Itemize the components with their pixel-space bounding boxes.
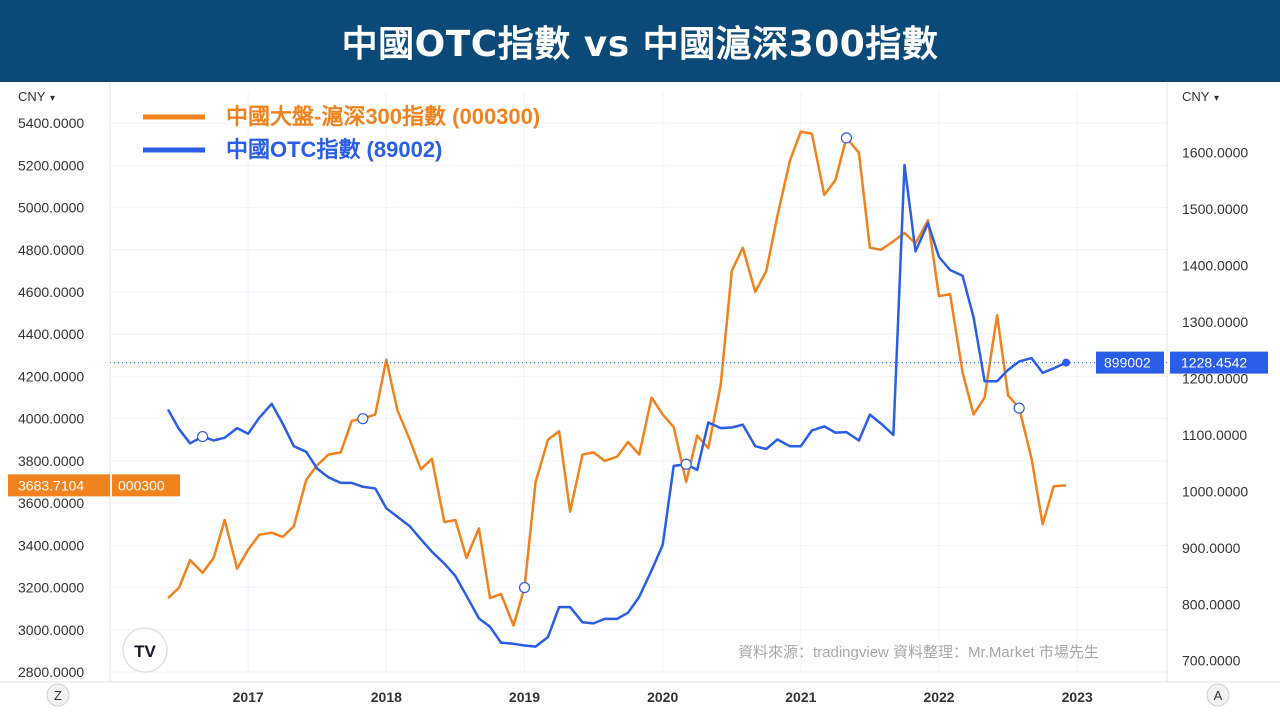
left-tick-label: 4600.0000 [18,284,84,300]
csi300-last-value-label: 3683.7104 [18,477,84,493]
series-layer [110,130,1167,648]
left-currency-selector[interactable]: CNY [18,89,46,104]
left-tick-label: 4800.0000 [18,242,84,258]
left-tick-label: 5200.0000 [18,157,84,173]
left-tick-label: 3000.0000 [18,622,84,638]
auto-scale-button[interactable] [1206,683,1230,707]
right-tick-label: 1600.0000 [1182,145,1248,161]
otc-symbol-label: 899002 [1104,355,1151,371]
event-marker [357,413,369,425]
left-tick-label: 3400.0000 [18,537,84,553]
otc-last-value-box [1170,351,1268,374]
right-tick-label: 900.0000 [1182,540,1241,556]
logo-circle-icon [122,627,168,673]
otc-last-point [1062,358,1071,367]
event-marker [680,458,692,470]
right-tick-label: 1500.0000 [1182,201,1248,217]
x-tick-label: 2022 [923,689,954,705]
event-marker [840,132,853,144]
page-title: 中國OTC指數 vs 中國滬深300指數 [341,24,939,65]
x-tick-label: 2021 [785,689,816,705]
chart-background [0,82,1280,720]
left-tick-label: 3600.0000 [18,495,84,511]
left-tick-label: 2800.0000 [18,664,84,680]
right-tick-label: 1200.0000 [1182,370,1248,386]
x-tick-label: 2018 [371,689,402,705]
left-tick-label: 4000.0000 [18,411,84,427]
chart-area[interactable]: 2800.0000 3000.0000 3200.0000 3400.0000 3600… [0,82,1280,720]
grid [110,92,1167,673]
axes: 2800.0000 3000.0000 3200.0000 3400.0000 3600… [0,82,1280,705]
source-note: 資料來源：tradingview 資料整理：Mr.Market 市場先生 [738,644,1099,661]
event-marker [1013,402,1025,414]
right-tick-label: 1400.0000 [1182,258,1248,274]
right-tick-label: 1300.0000 [1182,314,1248,330]
left-tick-label: 4200.0000 [18,368,84,384]
left-tick-label: 3200.0000 [18,580,84,596]
right-currency-chevron-icon[interactable]: ▾ [1214,93,1219,104]
x-tick-label: 2017 [233,689,264,705]
chart-svg[interactable]: 2800.0000 3000.0000 3200.0000 3400.0000 3600… [0,82,1280,720]
x-tick-label: 2020 [647,689,678,705]
x-tick-label: 2023 [1062,689,1093,705]
auto-scale-button-label[interactable]: A [1214,688,1223,703]
timezone-button-label[interactable]: Z [54,688,62,703]
otc-series-line [166,163,1067,648]
left-tick-label: 4400.0000 [18,326,84,342]
right-tick-label: 800.0000 [1182,596,1241,612]
csi300-symbol-label: 000300 [118,477,165,493]
right-tick-label: 1100.0000 [1182,427,1247,443]
event-marker [518,581,531,594]
csi300-symbol-box [112,474,180,497]
right-tick-label: 1000.0000 [1182,483,1248,499]
tradingview-logo[interactable]: TV [122,627,168,673]
left-tick-label: 5000.0000 [18,200,84,216]
legend-csi300-label: 中國大盤-滬深300指數 (000300) [226,104,540,129]
csi300-last-value-box [8,474,110,497]
right-currency-selector[interactable]: CNY [1182,89,1210,104]
right-tick-label: 700.0000 [1182,653,1241,669]
x-tick-label: 2019 [509,689,540,705]
left-currency-chevron-icon[interactable]: ▾ [50,93,55,104]
event-marker [196,430,209,443]
otc-last-value-label: 1228.4542 [1181,355,1247,371]
left-tick-label: 3800.0000 [18,453,84,469]
left-tick-label: 5400.0000 [18,115,84,131]
logo-text: TV [134,642,156,661]
timezone-button[interactable] [46,683,70,707]
title-bar: 中國OTC指數 vs 中國滬深300指數 [0,0,1280,82]
legend-otc-label: 中國OTC指數 (89002) [226,137,442,162]
